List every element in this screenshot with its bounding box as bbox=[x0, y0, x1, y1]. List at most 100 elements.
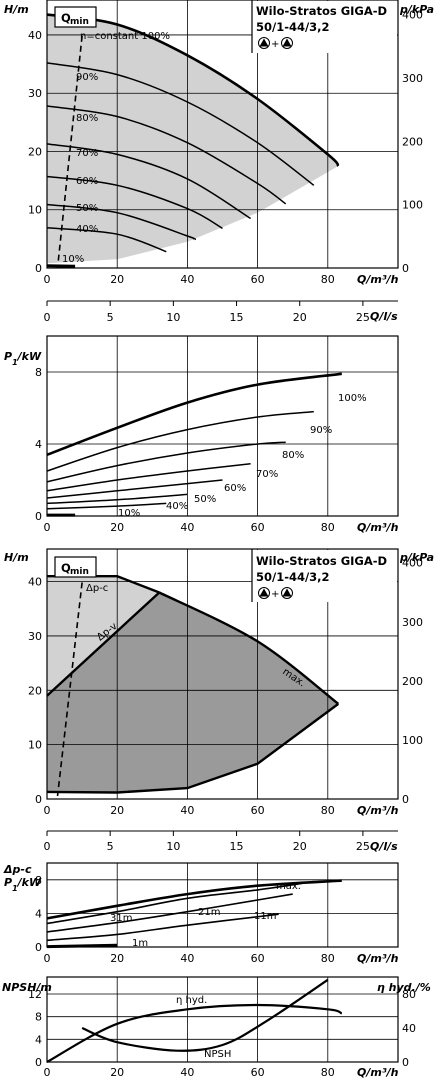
y-axis-label: P1/kW bbox=[4, 876, 42, 893]
y2-tick-label: 400 bbox=[402, 9, 423, 22]
series-label: 80% bbox=[76, 113, 98, 124]
x-tick-label: 20 bbox=[110, 521, 124, 534]
x-tick-label: 20 bbox=[110, 1066, 124, 1079]
y-tick-label: 12 bbox=[28, 988, 42, 1001]
power-curves: max. 31m 21m 11m 1m bbox=[46, 879, 342, 949]
series-label: 10% bbox=[62, 254, 84, 265]
y2-tick-label: 300 bbox=[402, 616, 423, 629]
qmin-sub: min bbox=[70, 17, 89, 27]
series-label: 21m bbox=[198, 907, 220, 918]
chart-subtitle: 50/1-44/3,2 bbox=[256, 20, 330, 34]
y2-tick-label: 0 bbox=[402, 1056, 409, 1069]
y2-tick-label: 100 bbox=[402, 199, 423, 212]
series-line bbox=[46, 913, 279, 942]
series-line bbox=[46, 143, 251, 220]
plot-frame bbox=[46, 335, 399, 517]
x-tick-label: 80 bbox=[321, 952, 335, 965]
series-label: 50% bbox=[76, 203, 98, 214]
series-label: η hyd. bbox=[176, 995, 207, 1006]
series-label: Δp-c bbox=[86, 583, 108, 594]
series-label: NPSH bbox=[204, 1049, 231, 1060]
x2-tick-label: 25 bbox=[356, 311, 370, 324]
y-tick-label: 20 bbox=[28, 145, 42, 158]
series-label: 70% bbox=[76, 148, 98, 159]
series-line bbox=[81, 978, 329, 1052]
x-tick-label: 60 bbox=[251, 1066, 265, 1079]
x2-tick-label: 20 bbox=[293, 311, 307, 324]
tick-labels: 0 20 40 60 80 0 4 8 bbox=[35, 366, 335, 534]
series-label: 40% bbox=[166, 501, 188, 512]
x-axis-label: Q/m³/h bbox=[357, 1066, 399, 1079]
y-tick-label: 30 bbox=[28, 87, 42, 100]
series-line bbox=[46, 479, 223, 499]
y-tick-label: 0 bbox=[35, 793, 42, 806]
qmin-line bbox=[56, 35, 83, 269]
dp-v-region bbox=[47, 592, 339, 793]
x2-axis-label: Q/l/s bbox=[370, 840, 398, 853]
plot-frame bbox=[46, 976, 399, 1063]
series-label: 40% bbox=[76, 224, 98, 235]
y2-tick-label: 200 bbox=[402, 675, 423, 688]
x-tick-label: 60 bbox=[251, 804, 265, 817]
svg-text:+: + bbox=[271, 589, 279, 600]
x2-tick-label: 10 bbox=[166, 311, 180, 324]
x-tick-label: 40 bbox=[180, 952, 194, 965]
x-tick-label: 80 bbox=[321, 1066, 335, 1079]
tick-labels: 0 20 40 60 800 5 10 15 20 25010203040010020030040… bbox=[28, 557, 423, 853]
series-label: 90% bbox=[76, 72, 98, 83]
tick-labels: 0 20 40 60 80 0 4 8 bbox=[35, 874, 335, 965]
tick-labels: 0 20 40 60 80 0 4 8 12 0 40 80 bbox=[28, 988, 416, 1079]
y-axis-label: NPSH/m bbox=[2, 981, 52, 994]
x-axis-label: Q/m³/h bbox=[357, 273, 399, 286]
series-label: n=constant 100% bbox=[80, 31, 170, 42]
x2-tick-label: 0 bbox=[44, 311, 51, 324]
y-tick-label: 8 bbox=[35, 366, 42, 379]
series-line bbox=[46, 441, 286, 483]
series-label: 31m bbox=[110, 913, 132, 924]
chart-title: Wilo-Stratos GIGA-D bbox=[256, 4, 387, 18]
x-tick-label: 0 bbox=[44, 952, 51, 965]
x-tick-label: 40 bbox=[180, 1066, 194, 1079]
series-label: 60% bbox=[76, 176, 98, 187]
x-tick-label: 40 bbox=[180, 273, 194, 286]
x-tick-label: 60 bbox=[251, 521, 265, 534]
x2-tick-label: 25 bbox=[356, 840, 370, 853]
x2-tick-label: 20 bbox=[293, 840, 307, 853]
plot-frame bbox=[46, 0, 399, 269]
series-label: 1m bbox=[132, 938, 148, 949]
y-tick-label: 10 bbox=[28, 204, 42, 217]
x-tick-label: 80 bbox=[321, 804, 335, 817]
x-tick-label: 60 bbox=[251, 952, 265, 965]
x-tick-label: 20 bbox=[110, 273, 124, 286]
series-line bbox=[46, 105, 287, 205]
y2-tick-label: 100 bbox=[402, 734, 423, 747]
x2-tick-label: 0 bbox=[44, 840, 51, 853]
tick-labels: 0 20 40 60 800 5 10 15 20 25010203040010020030040… bbox=[28, 9, 423, 324]
y-tick-label: 0 bbox=[35, 1056, 42, 1069]
y2-tick-label: 80 bbox=[402, 988, 416, 1001]
series-line bbox=[46, 880, 314, 925]
head-constant-speed-panel: n=constant 100% 90% 80% 70% 60% 50% 40% 10% 0 20… bbox=[4, 0, 434, 324]
series-line bbox=[46, 493, 188, 505]
series-line bbox=[46, 1003, 343, 1063]
qmin-label: Q bbox=[61, 11, 71, 25]
grid bbox=[46, 863, 398, 948]
series-label: 80% bbox=[282, 450, 304, 461]
y-axis-label: H/m bbox=[4, 551, 29, 564]
x-tick-label: 40 bbox=[180, 521, 194, 534]
y-tick-label: 4 bbox=[35, 438, 42, 451]
qmin-box: Q min bbox=[54, 556, 97, 578]
x-tick-label: 80 bbox=[321, 521, 335, 534]
y-tick-label: 8 bbox=[35, 1011, 42, 1024]
series-line bbox=[46, 372, 342, 457]
y-axis-label: H/m bbox=[4, 3, 29, 16]
y-tick-label: 4 bbox=[35, 1033, 42, 1046]
y2-tick-label: 0 bbox=[402, 262, 409, 275]
title-box bbox=[252, 550, 397, 602]
y-tick-label: 8 bbox=[35, 874, 42, 887]
npsh-eta-curves: η hyd. NPSH bbox=[46, 978, 343, 1063]
y-tick-label: 0 bbox=[35, 510, 42, 523]
x-tick-label: 0 bbox=[44, 273, 51, 286]
plot-frame bbox=[46, 862, 399, 948]
